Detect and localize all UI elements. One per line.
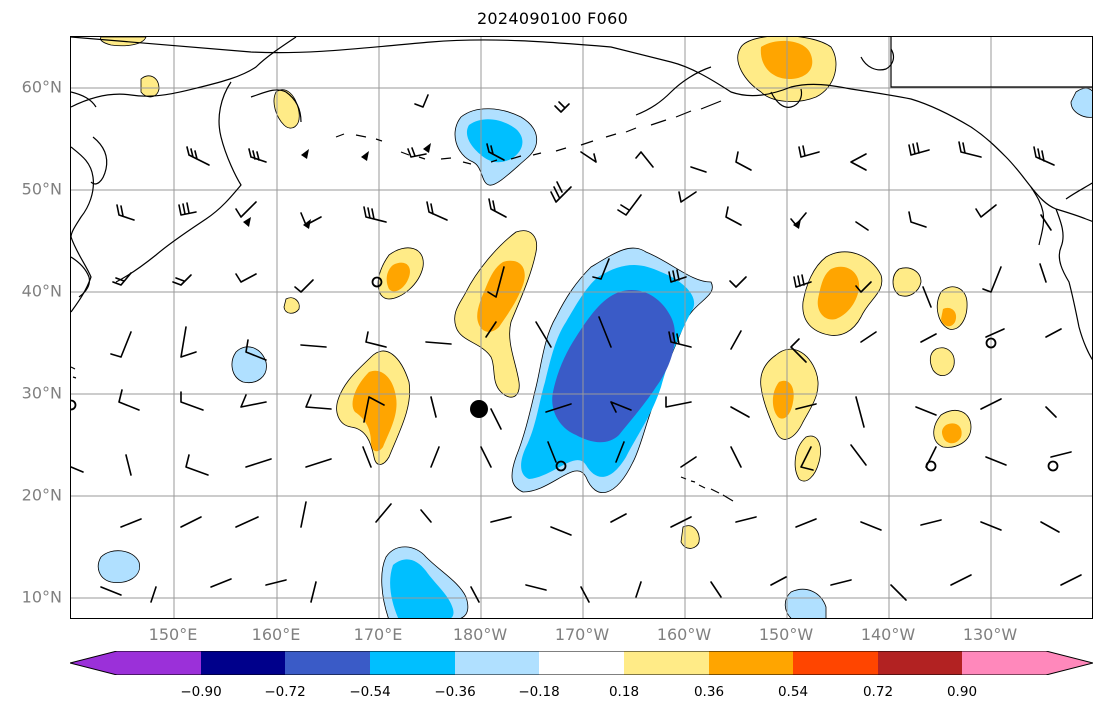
lon-label-170e: 170°E (353, 625, 403, 644)
colorbar-tick: 0.54 (777, 684, 809, 700)
colorbar-tick: 0.72 (862, 684, 894, 700)
positive-anomaly-medium-region (817, 266, 860, 320)
lat-label-10n: 10°N (21, 587, 62, 607)
positive-anomaly-medium-region (941, 307, 957, 327)
positive-anomaly-light-region (680, 525, 700, 549)
lon-label-130w: 130°W (962, 625, 1018, 644)
positive-anomaly-light-region (140, 75, 160, 98)
colorbar-tick: −0.36 (434, 684, 476, 700)
negative-anomaly-medium-region (390, 559, 454, 618)
colorbar-tick: −0.18 (518, 684, 560, 700)
map-panel (70, 36, 1093, 619)
colorbar-tick: −0.72 (264, 684, 306, 700)
pennant-barbs (243, 143, 801, 229)
lon-label-160w: 160°W (656, 625, 712, 644)
colorbar-segment (624, 651, 709, 675)
colorbar-segment (370, 651, 455, 675)
open-circle-marker (71, 399, 77, 411)
negative-anomaly-light-region (97, 550, 140, 584)
colorbar-segment (201, 651, 285, 675)
open-circle-marker (1047, 460, 1059, 472)
lat-label-30n: 30°N (21, 383, 62, 403)
positive-anomaly-light-region (794, 435, 821, 482)
tropical-cyclone-marker (470, 400, 488, 418)
colorbar-segment (539, 651, 624, 675)
lat-lon-grid (71, 37, 1092, 618)
open-circle-marker (985, 337, 997, 349)
lon-label-180w: 180°W (452, 625, 508, 644)
colorbar-segment (117, 651, 201, 675)
colorbar (70, 651, 1093, 675)
map-title: 2024090100 F060 (476, 9, 629, 28)
lat-label-60n: 60°N (21, 77, 62, 97)
colorbar-segment (709, 651, 793, 675)
colorbar-segment (455, 651, 539, 675)
lon-label-140w: 140°W (860, 625, 916, 644)
lat-label-20n: 20°N (21, 485, 62, 505)
colorbar-tick: 0.18 (608, 684, 640, 700)
open-circle-marker (371, 276, 383, 288)
anomaly-shading (97, 37, 1092, 618)
colorbar-tick: −0.54 (349, 684, 391, 700)
lon-label-150e: 150°E (148, 625, 198, 644)
negative-anomaly-light-region (784, 588, 827, 618)
negative-anomaly-light-region (1070, 87, 1092, 118)
lat-label-50n: 50°N (21, 179, 62, 199)
colorbar-tick: 0.36 (693, 684, 725, 700)
positive-anomaly-medium-region (386, 262, 410, 292)
open-circle-marker (925, 460, 937, 472)
lon-label-170w: 170°W (554, 625, 610, 644)
colorbar-segment (793, 651, 878, 675)
positive-anomaly-medium-region (772, 380, 794, 419)
lat-label-40n: 40°N (21, 281, 62, 301)
colorbar-segment (70, 651, 117, 675)
negative-anomaly-light-region (231, 346, 267, 384)
map-canvas (71, 37, 1092, 618)
coastlines (71, 37, 1092, 502)
positive-anomaly-medium-region (941, 423, 962, 444)
colorbar-segment (1046, 651, 1093, 675)
colorbar-segment (285, 651, 370, 675)
positive-anomaly-light-region (929, 347, 955, 376)
positive-anomaly-medium-region (352, 370, 397, 452)
colorbar-tick: 0.90 (946, 684, 978, 700)
lon-label-150w: 150°W (758, 625, 814, 644)
markers (71, 276, 1059, 472)
colorbar-tick: −0.90 (180, 684, 222, 700)
positive-anomaly-light-region (892, 267, 922, 297)
positive-anomaly-light-region (273, 89, 300, 129)
open-circle-marker (555, 460, 567, 472)
colorbar-segment (962, 651, 1046, 675)
lon-label-160e: 160°E (251, 625, 301, 644)
colorbar-segment (878, 651, 962, 675)
positive-anomaly-medium-region (477, 260, 525, 332)
wind-barbs (71, 94, 1082, 603)
positive-anomaly-light-region (283, 297, 300, 314)
